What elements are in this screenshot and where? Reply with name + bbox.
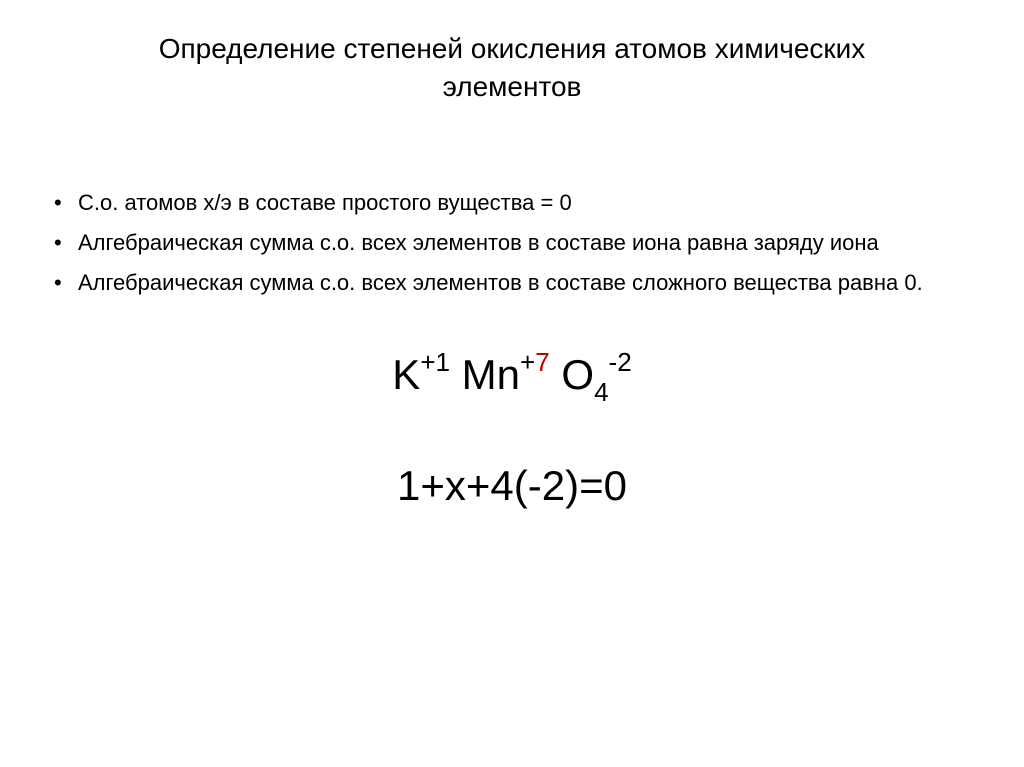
bullet-item: Алгебраическая сумма с.о. всех элементов… — [50, 266, 974, 300]
bullet-item: Алгебраическая сумма с.о. всех элементов… — [50, 226, 974, 260]
formula-element: O4-2 — [561, 351, 631, 398]
equation: 1+x+4(-2)=0 — [50, 461, 974, 511]
bullet-item: С.о. атомов х/э в составе простого вущес… — [50, 186, 974, 220]
page-title: Определение степеней окисления атомов хи… — [50, 30, 974, 106]
formula-element: Mn+7 — [462, 351, 550, 398]
bullet-list: С.о. атомов х/э в составе простого вущес… — [50, 186, 974, 300]
highlight-value: 7 — [535, 347, 549, 377]
formula-element: K+1 — [392, 351, 450, 398]
chemical-formula: K+1 Mn+7 O4-2 — [50, 350, 974, 406]
